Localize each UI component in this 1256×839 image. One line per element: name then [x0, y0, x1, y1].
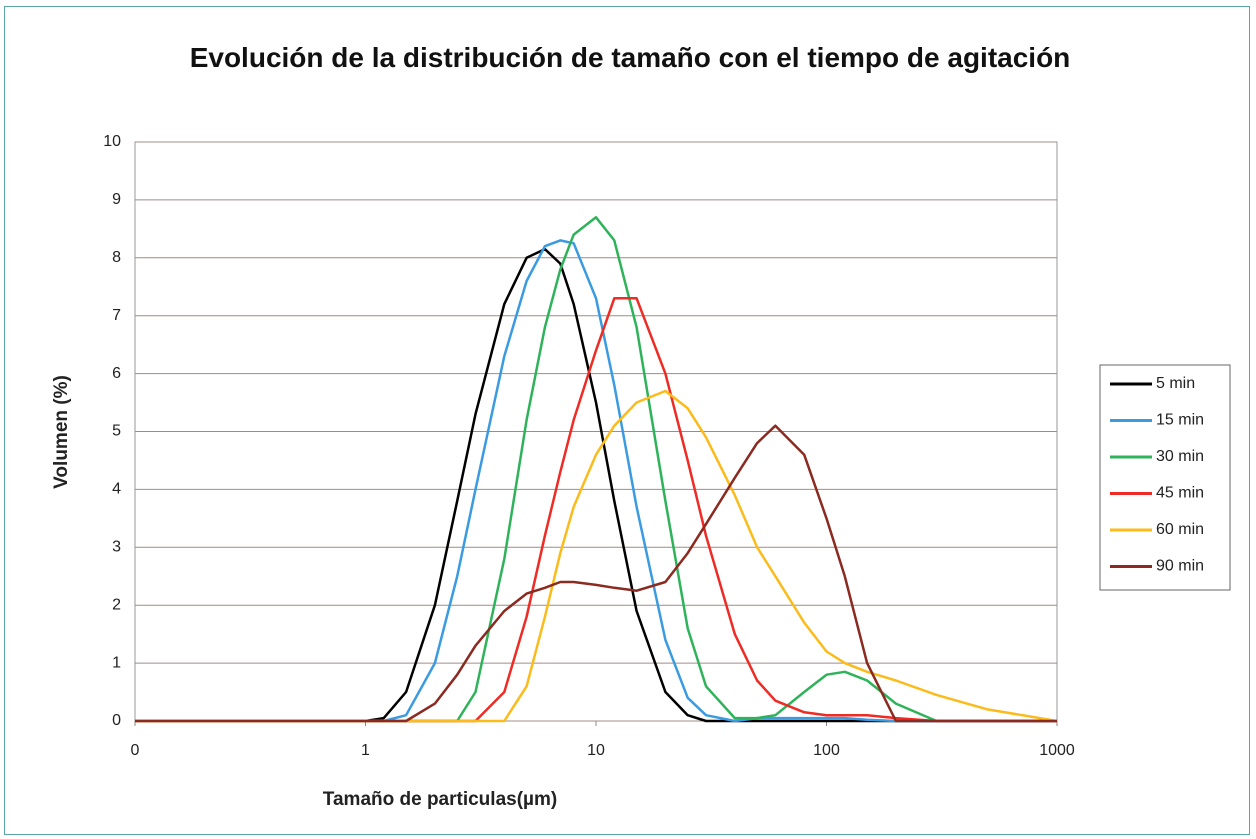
legend-label: 60 min — [1156, 521, 1204, 538]
legend-label: 45 min — [1156, 485, 1204, 502]
legend-label: 90 min — [1156, 558, 1204, 575]
x-tick-label: 100 — [813, 742, 840, 759]
y-tick-label: 6 — [112, 365, 121, 382]
chart-title: Evolución de la distribución de tamaño c… — [189, 42, 1071, 73]
legend-label: 30 min — [1156, 448, 1204, 465]
y-tick-label: 0 — [112, 712, 121, 729]
y-tick-label: 9 — [112, 191, 121, 208]
x-tick-label: 10 — [587, 742, 605, 759]
x-tick-label: 1 — [361, 742, 370, 759]
frame — [4, 6, 1250, 835]
series-line — [135, 297, 1057, 723]
legend-label: 5 min — [1156, 375, 1195, 392]
legend-label: 15 min — [1156, 412, 1204, 429]
y-axis-label: Volumen (%) — [51, 375, 72, 489]
y-tick-label: 5 — [112, 423, 121, 440]
series-line — [135, 424, 1057, 723]
y-tick-label: 1 — [112, 654, 121, 671]
y-tick-label: 4 — [112, 481, 121, 498]
y-tick-label: 8 — [112, 249, 121, 266]
legend-box — [1099, 364, 1231, 591]
y-tick-label: 7 — [112, 307, 121, 324]
series-line — [135, 247, 1057, 723]
series-line — [135, 216, 1057, 723]
y-tick-label: 2 — [112, 596, 121, 613]
x-tick-label: 1000 — [1039, 742, 1075, 759]
y-tick-label: 10 — [103, 133, 121, 150]
x-axis-label: Tamaño de particulas(µm) — [323, 789, 557, 810]
series-line — [135, 389, 1058, 723]
x-tick-label: 0 — [131, 742, 140, 759]
y-tick-label: 3 — [112, 539, 121, 556]
series-line — [135, 239, 1057, 723]
